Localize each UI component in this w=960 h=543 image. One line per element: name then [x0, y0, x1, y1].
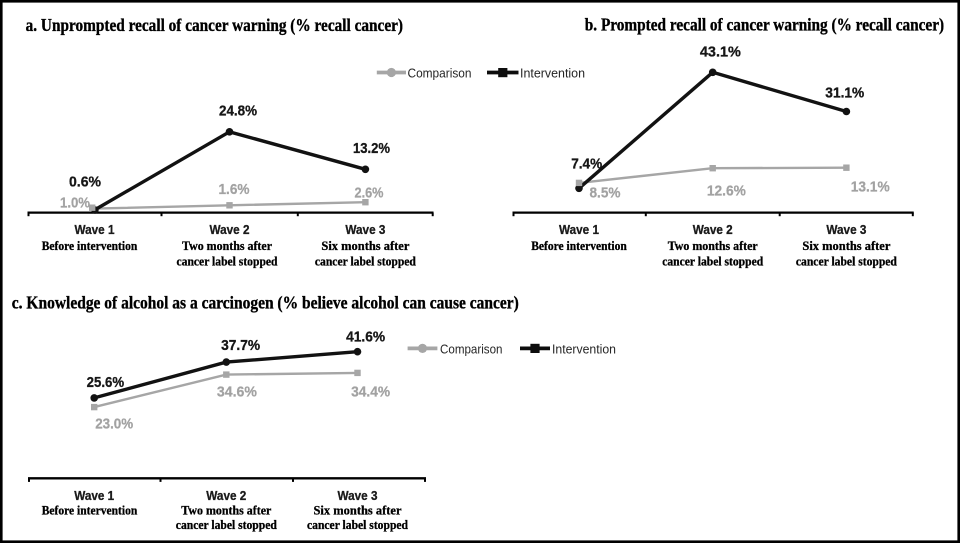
svg-text:24.8%: 24.8%: [219, 103, 257, 120]
svg-text:cancer label stopped: cancer label stopped: [796, 255, 897, 269]
svg-text:c. Knowledge of alcohol as a c: c. Knowledge of alcohol as a carcinogen …: [12, 293, 519, 313]
svg-text:12.6%: 12.6%: [707, 182, 746, 199]
svg-text:Wave 1: Wave 1: [75, 222, 115, 237]
svg-text:cancer label stopped: cancer label stopped: [315, 255, 416, 269]
svg-text:Two months after: Two months after: [668, 239, 758, 253]
svg-text:43.1%: 43.1%: [700, 44, 741, 61]
svg-text:34.4%: 34.4%: [351, 384, 390, 401]
svg-text:1.0%: 1.0%: [60, 195, 90, 212]
svg-text:Wave 3: Wave 3: [345, 222, 385, 237]
svg-text:Wave 3: Wave 3: [338, 488, 378, 503]
svg-text:a. Unprompted recall of cancer: a. Unprompted recall of cancer warning (…: [26, 15, 404, 35]
svg-text:Two months after: Two months after: [182, 239, 272, 253]
svg-text:37.7%: 37.7%: [221, 337, 260, 354]
svg-text:Intervention: Intervention: [552, 341, 616, 356]
svg-text:Wave 2: Wave 2: [693, 222, 733, 237]
svg-text:13.2%: 13.2%: [353, 140, 390, 157]
svg-text:31.1%: 31.1%: [825, 85, 864, 102]
svg-text:Six months after: Six months after: [321, 239, 409, 253]
svg-text:b. Prompted recall of cancer w: b. Prompted recall of cancer warning (% …: [585, 14, 944, 34]
svg-text:8.5%: 8.5%: [590, 185, 621, 202]
svg-text:Comparison: Comparison: [440, 341, 503, 356]
svg-text:25.6%: 25.6%: [87, 374, 125, 391]
svg-text:Wave 1: Wave 1: [74, 488, 114, 503]
svg-text:Two months after: Two months after: [181, 504, 271, 518]
svg-text:2.6%: 2.6%: [355, 185, 384, 202]
svg-text:Wave 2: Wave 2: [206, 488, 246, 503]
svg-text:Before intervention: Before intervention: [531, 239, 627, 253]
svg-text:Intervention: Intervention: [520, 65, 585, 80]
svg-text:Six months after: Six months after: [314, 504, 402, 518]
svg-text:41.6%: 41.6%: [346, 329, 385, 346]
svg-text:cancer label stopped: cancer label stopped: [307, 518, 408, 532]
svg-text:7.4%: 7.4%: [571, 155, 602, 172]
svg-text:cancer label stopped: cancer label stopped: [177, 255, 278, 269]
svg-text:13.1%: 13.1%: [851, 179, 890, 196]
svg-text:cancer label stopped: cancer label stopped: [662, 255, 763, 269]
svg-text:Before intervention: Before intervention: [42, 504, 138, 518]
svg-text:0.6%: 0.6%: [69, 174, 101, 191]
svg-text:Comparison: Comparison: [408, 65, 472, 80]
svg-text:34.6%: 34.6%: [217, 384, 257, 401]
svg-text:1.6%: 1.6%: [219, 181, 250, 198]
svg-text:23.0%: 23.0%: [95, 416, 133, 433]
svg-text:Wave 1: Wave 1: [559, 222, 599, 237]
svg-text:Wave 3: Wave 3: [826, 222, 866, 237]
svg-text:Wave 2: Wave 2: [210, 222, 250, 237]
svg-text:cancer label stopped: cancer label stopped: [176, 518, 277, 532]
svg-text:Six months after: Six months after: [802, 239, 890, 253]
svg-text:Before intervention: Before intervention: [42, 239, 138, 253]
